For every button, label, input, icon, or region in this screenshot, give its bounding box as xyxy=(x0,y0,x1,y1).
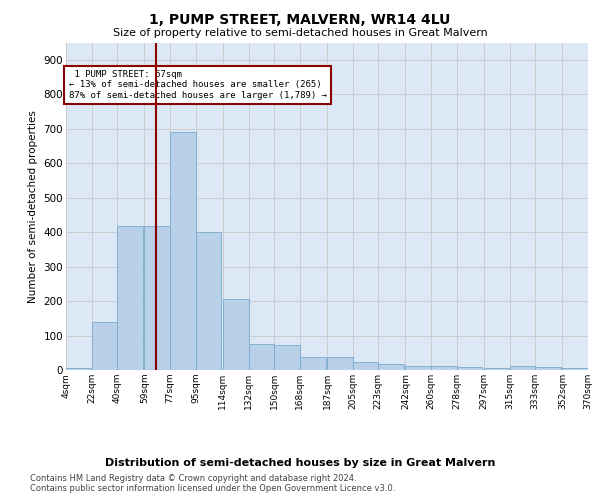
Bar xyxy=(274,345,300,370)
Bar xyxy=(118,226,143,370)
Bar xyxy=(353,362,379,370)
Bar xyxy=(535,367,561,370)
Bar xyxy=(484,368,509,370)
Bar xyxy=(196,232,221,370)
Bar xyxy=(145,226,170,370)
Text: Size of property relative to semi-detached houses in Great Malvern: Size of property relative to semi-detach… xyxy=(113,28,487,38)
Text: 1 PUMP STREET: 67sqm
← 13% of semi-detached houses are smaller (265)
87% of semi: 1 PUMP STREET: 67sqm ← 13% of semi-detac… xyxy=(69,70,327,100)
Text: Contains HM Land Registry data © Crown copyright and database right 2024.: Contains HM Land Registry data © Crown c… xyxy=(30,474,356,483)
Bar xyxy=(66,368,92,370)
Bar xyxy=(248,344,274,370)
Bar xyxy=(562,368,588,370)
Y-axis label: Number of semi-detached properties: Number of semi-detached properties xyxy=(28,110,38,302)
Bar xyxy=(509,366,535,370)
Text: 1, PUMP STREET, MALVERN, WR14 4LU: 1, PUMP STREET, MALVERN, WR14 4LU xyxy=(149,12,451,26)
Bar xyxy=(170,132,196,370)
Bar xyxy=(327,357,353,370)
Bar xyxy=(223,300,248,370)
Bar xyxy=(379,364,404,370)
Bar xyxy=(431,366,457,370)
Bar xyxy=(300,357,326,370)
Bar xyxy=(457,367,482,370)
Text: Contains public sector information licensed under the Open Government Licence v3: Contains public sector information licen… xyxy=(30,484,395,493)
Bar xyxy=(92,322,118,370)
Text: Distribution of semi-detached houses by size in Great Malvern: Distribution of semi-detached houses by … xyxy=(105,458,495,468)
Bar xyxy=(406,366,431,370)
